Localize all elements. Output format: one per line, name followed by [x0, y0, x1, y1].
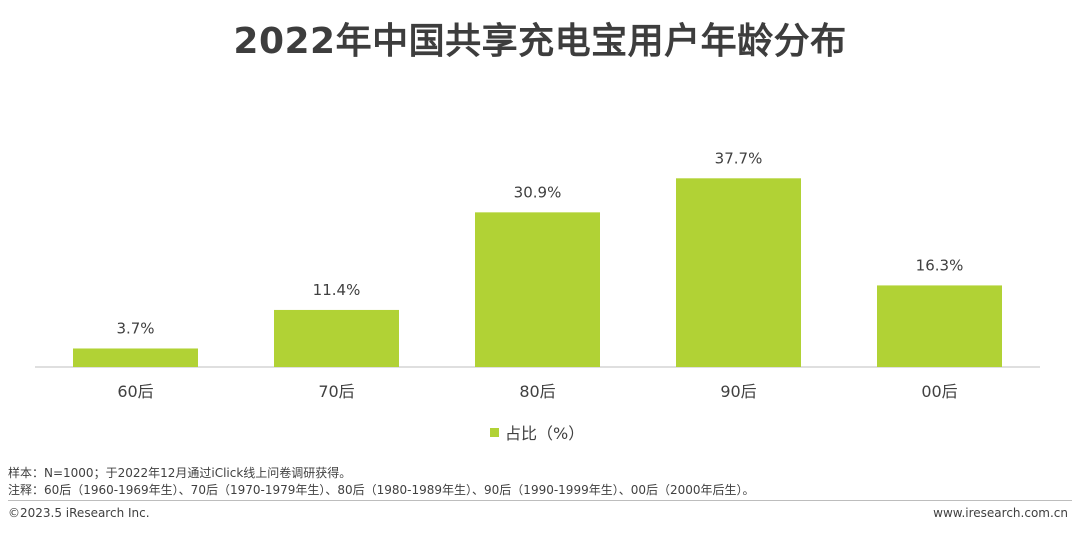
- x-tick-label-4: 00后: [921, 382, 957, 401]
- legend-swatch: [490, 427, 499, 437]
- copyright-text: ©2023.5 iResearch Inc.: [8, 506, 150, 520]
- bar-4: [877, 285, 1002, 367]
- footer-divider: [8, 500, 1072, 501]
- data-label-3: 37.7%: [715, 149, 763, 167]
- sample-note: 样本：N=1000；于2022年12月通过iClick线上问卷调研获得。: [8, 466, 352, 480]
- notes: 样本：N=1000；于2022年12月通过iClick线上问卷调研获得。 注释：…: [8, 465, 755, 499]
- x-tick-label-3: 90后: [720, 382, 756, 401]
- bar-1: [274, 309, 399, 367]
- annotation-note: 注释：60后（1960-1969年生）、70后（1970-1979年生）、80后…: [8, 483, 755, 497]
- data-label-0: 3.7%: [116, 319, 154, 337]
- legend-label: 占比（%）: [505, 424, 585, 443]
- data-label-4: 16.3%: [916, 256, 964, 274]
- data-label-1: 11.4%: [313, 281, 361, 299]
- bar-2: [475, 212, 600, 367]
- bar-0: [73, 348, 198, 367]
- bar-3: [676, 178, 801, 367]
- legend: 占比（%）: [490, 420, 584, 444]
- website-link[interactable]: www.iresearch.com.cn: [933, 506, 1068, 520]
- x-tick-label-0: 60后: [117, 382, 153, 401]
- x-tick-label-1: 70后: [318, 382, 354, 401]
- x-tick-label-2: 80后: [519, 382, 555, 401]
- chart-title: 2022年中国共享充电宝用户年龄分布: [233, 21, 847, 62]
- data-label-2: 30.9%: [514, 183, 562, 201]
